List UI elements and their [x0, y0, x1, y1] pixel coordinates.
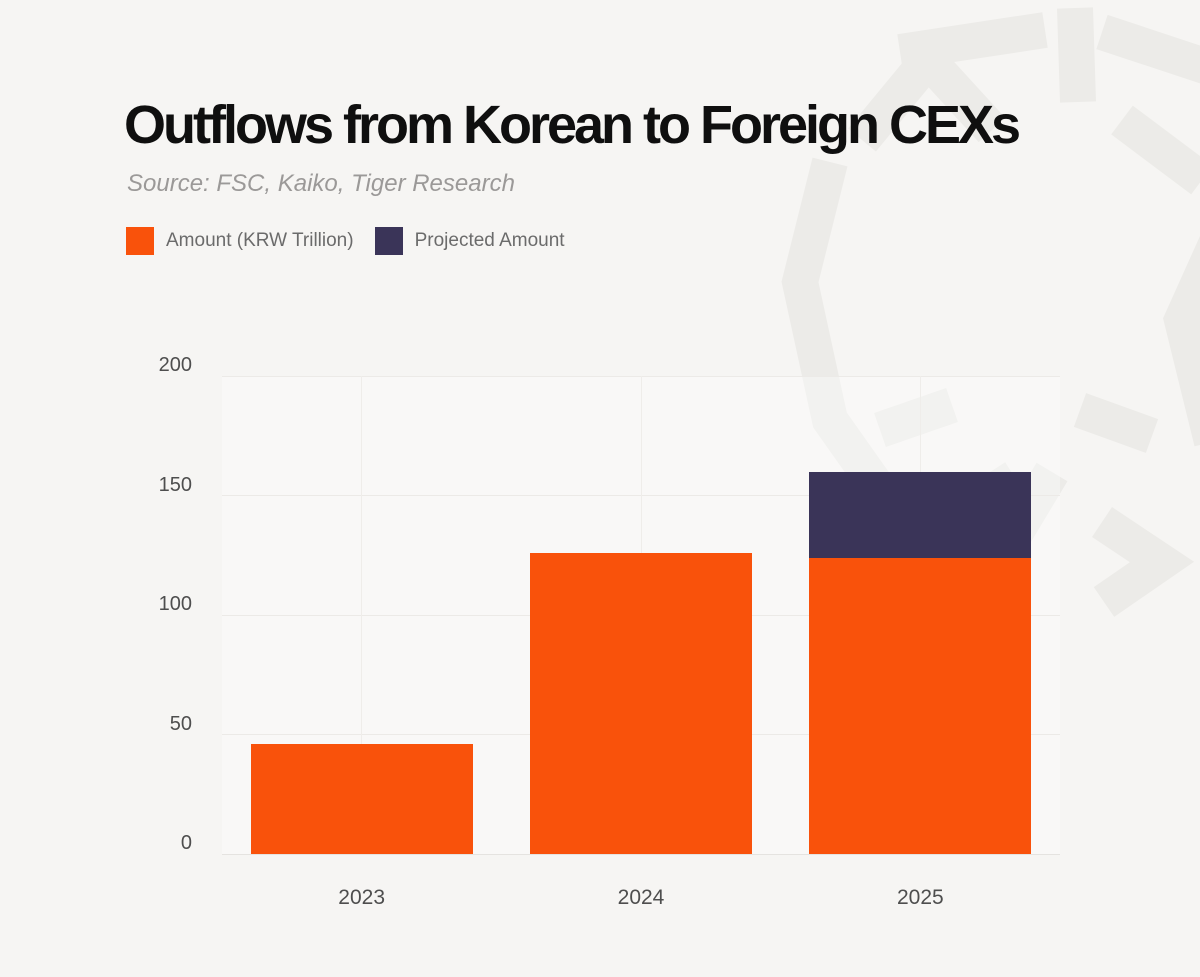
x-tick-label-2023: 2023 [338, 886, 386, 909]
legend-item-projected: Projected Amount [374, 227, 565, 255]
bar-2023-amount-segment [250, 744, 473, 854]
watermark-stroke [1057, 7, 1096, 103]
chart-title: Outflows from Korean to Foreign CEXs [124, 95, 1021, 155]
bar-2025-amount-segment [809, 557, 1032, 854]
watermark-stroke [1092, 507, 1195, 617]
source-caption: Source: FSC, Kaiko, Tiger Research [127, 170, 515, 197]
legend: Amount (KRW Trillion) Projected Amount [126, 227, 565, 255]
x-tick-label-2025: 2025 [896, 886, 944, 909]
legend-item-amount: Amount (KRW Trillion) [126, 227, 354, 255]
legend-swatch-projected [374, 227, 403, 255]
bar-2024 [530, 376, 752, 854]
legend-label: Amount (KRW Trillion) [166, 230, 354, 251]
watermark-stroke [1163, 235, 1200, 447]
watermark-stroke [1073, 393, 1159, 453]
gridline-y-0 [222, 853, 1060, 855]
watermark-stroke [897, 12, 1048, 70]
y-tick-label-0: 0 [180, 832, 192, 854]
gridline-x-2023 [361, 376, 363, 854]
bar-2024-amount-segment [530, 552, 752, 854]
watermark-stroke [1096, 14, 1200, 84]
y-tick-label-50: 50 [169, 712, 192, 735]
bar-2025 [809, 376, 1032, 854]
legend-label: Projected Amount [414, 230, 565, 251]
y-tick-label-150: 150 [158, 473, 192, 496]
x-tick-label-2024: 2024 [617, 886, 665, 909]
bar-2023 [250, 376, 473, 854]
y-tick-label-200: 200 [158, 354, 192, 376]
y-tick-label-100: 100 [158, 593, 192, 615]
legend-swatch-amount [126, 227, 154, 255]
bar-chart-plot-area: 0 50 100 150 200 2023 2024 2025 [159, 355, 1060, 908]
bar-2025-projected-segment [809, 471, 1032, 558]
watermark-stroke [1111, 105, 1200, 195]
